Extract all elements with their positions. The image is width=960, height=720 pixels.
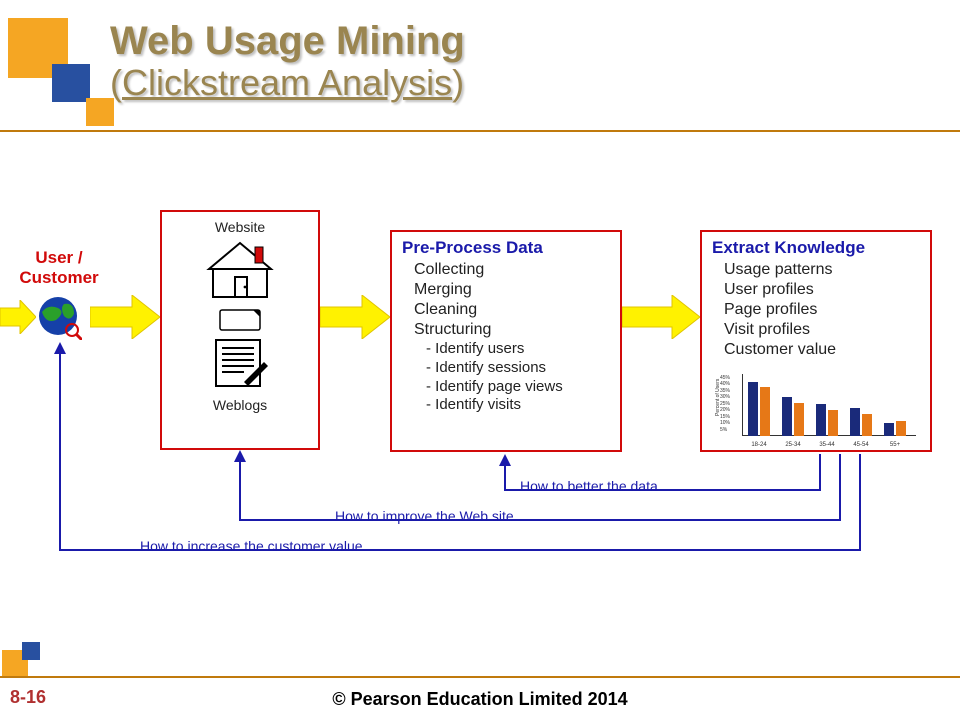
- arrow-icon: [622, 295, 700, 339]
- list-item: Structuring: [414, 320, 610, 340]
- feedback-label: How to increase the customer value: [140, 538, 363, 554]
- title-underline: [0, 130, 960, 132]
- chart-xtick: 45-54: [847, 442, 875, 448]
- list-subitem: - Identify users: [426, 340, 610, 359]
- list-item: Merging: [414, 280, 610, 300]
- chart-bar: [862, 414, 872, 436]
- footer-rule: [0, 676, 960, 678]
- chart-yaxis: [742, 374, 743, 436]
- chart-xtick: 18-24: [745, 442, 773, 448]
- box-extract-knowledge: Extract Knowledge Usage patterns User pr…: [700, 230, 932, 452]
- user-line2: Customer: [19, 268, 98, 287]
- chart-bar: [794, 403, 804, 437]
- list-subitem: - Identify visits: [426, 396, 610, 415]
- heading-extract: Extract Knowledge: [712, 238, 920, 258]
- deco-square-blue: [52, 64, 90, 102]
- mini-bar-chart: Percent of Users 5%10%15%20%25%30%35%40%…: [718, 366, 918, 448]
- weblog-icon: [210, 336, 270, 390]
- arrow-icon: [0, 300, 36, 334]
- list-item: Usage patterns: [724, 260, 920, 280]
- user-label: User / Customer: [14, 248, 104, 287]
- copyright: © Pearson Education Limited 2014: [0, 689, 960, 710]
- list-item: Visit profiles: [724, 320, 920, 340]
- title-sub-text: Clickstream Analysis: [122, 62, 452, 103]
- list-item: Customer value: [724, 340, 920, 360]
- chart-ytick: 25%: [720, 401, 730, 407]
- chart-ytick: 5%: [720, 427, 727, 433]
- label-weblogs: Weblogs: [172, 397, 308, 413]
- title-block: Web Usage Mining (Clickstream Analysis): [110, 20, 465, 104]
- chart-ytick: 30%: [720, 394, 730, 400]
- chart-bar: [782, 397, 792, 436]
- chart-ytick: 45%: [720, 375, 730, 381]
- title-main: Web Usage Mining: [110, 20, 465, 62]
- list-item: User profiles: [724, 280, 920, 300]
- paren-close: ): [452, 62, 464, 103]
- chart-bar: [748, 382, 758, 436]
- heading-preprocess: Pre-Process Data: [402, 238, 610, 258]
- chart-bar: [828, 410, 838, 436]
- globe-icon: [36, 294, 82, 340]
- box-website-weblogs: Website Weblogs: [160, 210, 320, 450]
- page-back-icon: [215, 308, 265, 332]
- chart-bar: [816, 404, 826, 436]
- paren-open: (: [110, 62, 122, 103]
- chart-ytick: 35%: [720, 388, 730, 394]
- user-line1: User /: [35, 248, 82, 267]
- list-item: Cleaning: [414, 300, 610, 320]
- chart-ytick: 10%: [720, 420, 730, 426]
- box-preprocess: Pre-Process Data Collecting Merging Clea…: [390, 230, 622, 452]
- chart-bar: [884, 423, 894, 436]
- list-item: Page profiles: [724, 300, 920, 320]
- chart-bar: [760, 387, 770, 436]
- feedback-label: How to better the data: [520, 478, 658, 494]
- chart-ytick: 40%: [720, 381, 730, 387]
- arrow-icon: [320, 295, 390, 339]
- chart-xtick: 35-44: [813, 442, 841, 448]
- arrow-icon: [90, 295, 160, 339]
- house-icon: [205, 239, 275, 299]
- feedback-label: How to improve the Web site: [335, 508, 514, 524]
- chart-ytick: 20%: [720, 407, 730, 413]
- chart-xtick: 25-34: [779, 442, 807, 448]
- chart-bar: [850, 408, 860, 436]
- list-item: Collecting: [414, 260, 610, 280]
- diagram: User / Customer Website: [0, 200, 960, 620]
- chart-xtick: 55+: [881, 442, 909, 448]
- slide: Web Usage Mining (Clickstream Analysis) …: [0, 0, 960, 720]
- list-subitem: - Identify page views: [426, 378, 610, 397]
- deco-square-blue: [22, 642, 40, 660]
- list-subitem: - Identify sessions: [426, 359, 610, 378]
- title-sub: (Clickstream Analysis): [110, 62, 465, 104]
- chart-ytick: 15%: [720, 414, 730, 420]
- label-website: Website: [172, 219, 308, 235]
- chart-bar: [896, 421, 906, 436]
